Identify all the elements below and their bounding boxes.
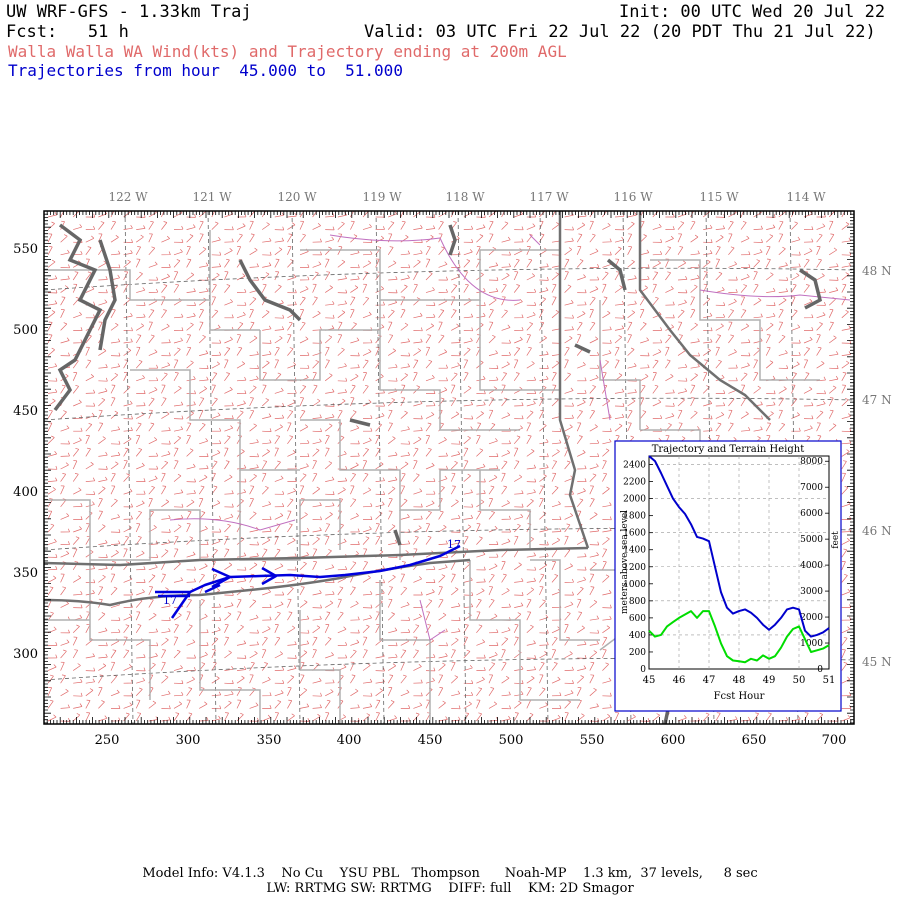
grid-y-label: 500 bbox=[13, 323, 38, 338]
inset-chart: Trajectory and Terrain Height 45 46 47 48 49… bbox=[614, 440, 842, 712]
inset-title: Trajectory and Terrain Height bbox=[652, 444, 805, 455]
inset-x-tick: 48 bbox=[733, 675, 746, 686]
inset-y-tick-feet: 2000 bbox=[800, 613, 823, 623]
inset-grid bbox=[649, 456, 829, 670]
longitude-label: 122 W bbox=[108, 190, 148, 204]
inset-y-tick-meters: 2400 bbox=[623, 461, 646, 471]
longitude-line bbox=[291, 211, 301, 724]
longitude-line bbox=[375, 211, 385, 724]
longitude-label: 114 W bbox=[786, 190, 826, 204]
grid-x-label: 550 bbox=[580, 733, 605, 748]
longitude-label: 116 W bbox=[613, 190, 653, 204]
inset-x-tick: 50 bbox=[793, 675, 806, 686]
inset-terrain-height-line bbox=[648, 610, 830, 664]
longitude-label: 121 W bbox=[192, 190, 232, 204]
longitude-line bbox=[539, 211, 549, 724]
footer-physics-info: LW: RRTMG SW: RRTMG DIFF: full KM: 2D Sm… bbox=[266, 881, 634, 896]
forecast-hour: Fcst: 51 h bbox=[6, 22, 129, 42]
model-title: UW WRF-GFS - 1.33km Traj bbox=[6, 2, 252, 22]
grid-x-label: 300 bbox=[176, 733, 201, 748]
inset-y-tick-feet: 1000 bbox=[800, 639, 823, 649]
grid-x-label: 650 bbox=[742, 733, 767, 748]
field-description: Walla Walla WA Wind(kts) and Trajectory … bbox=[8, 42, 567, 61]
inset-y-tick-meters: 2200 bbox=[623, 478, 646, 488]
inset-x-tick: 45 bbox=[643, 675, 656, 686]
trajectory-hour-label: 17 bbox=[163, 594, 177, 607]
inset-y-tick-feet: 5000 bbox=[800, 535, 823, 545]
inset-y-tick-meters: 1600 bbox=[623, 529, 646, 539]
grid-x-label: 400 bbox=[337, 733, 362, 748]
inset-y-tick-meters: 0 bbox=[640, 665, 646, 675]
grid-x-label: 500 bbox=[499, 733, 524, 748]
inset-x-tick: 49 bbox=[763, 675, 776, 686]
inset-trajectory-height-line bbox=[648, 455, 830, 638]
lake-lines bbox=[169, 234, 851, 641]
inset-y-tick-meters: 800 bbox=[629, 597, 646, 607]
latitude-label: 48 N bbox=[862, 264, 892, 278]
longitude-label: 118 W bbox=[445, 190, 485, 204]
inset-frame bbox=[614, 440, 842, 712]
grid-y-label: 300 bbox=[13, 647, 38, 662]
trajectory-range: Trajectories from hour 45.000 to 51.000 bbox=[8, 61, 403, 80]
trajectory-path bbox=[155, 544, 461, 619]
inset-y-tick-feet: 7000 bbox=[800, 483, 823, 493]
latitude-label: 46 N bbox=[862, 524, 892, 538]
inset-xlabel: Fcst Hour bbox=[714, 691, 765, 702]
latitude-line bbox=[44, 397, 854, 421]
latitude-label: 47 N bbox=[862, 393, 892, 407]
longitude-line bbox=[457, 211, 467, 724]
grid-x-label: 350 bbox=[257, 733, 282, 748]
inset-y-tick-meters: 400 bbox=[629, 631, 646, 641]
grid-y-label: 350 bbox=[13, 566, 38, 581]
inset-y-tick-meters: 200 bbox=[629, 648, 646, 658]
longitude-label: 117 W bbox=[529, 190, 569, 204]
frame-ticks bbox=[43, 210, 854, 724]
longitude-label: 115 W bbox=[699, 190, 739, 204]
inset-x-tick: 46 bbox=[673, 675, 686, 686]
footer-model-info: Model Info: V4.1.3 No Cu YSU PBL Thompso… bbox=[142, 866, 758, 881]
inset-y-tick-feet: 3000 bbox=[800, 587, 823, 597]
grid-x-label: 250 bbox=[95, 733, 120, 748]
inset-ylabel-left: meters above sea level bbox=[620, 510, 630, 614]
inset-series bbox=[648, 455, 830, 664]
longitude-label: 120 W bbox=[277, 190, 317, 204]
grid-y-label: 450 bbox=[13, 404, 38, 419]
inset-ylabel-right: feet bbox=[831, 531, 841, 549]
trajectory-hour-label: 17 bbox=[447, 538, 461, 551]
inset-y-tick-feet: 0 bbox=[817, 665, 823, 675]
grid-x-label: 700 bbox=[822, 733, 847, 748]
latitude-line bbox=[44, 267, 854, 291]
inset-y-tick-meters: 2000 bbox=[623, 495, 646, 505]
inset-y-tick-meters: 1000 bbox=[623, 580, 646, 590]
inset-y-tick-feet: 4000 bbox=[800, 561, 823, 571]
valid-time: Valid: 03 UTC Fri 22 Jul 22 (20 PDT Thu … bbox=[364, 22, 876, 42]
inset-y-tick-meters: 1200 bbox=[623, 563, 646, 573]
grid-x-label: 600 bbox=[661, 733, 686, 748]
inset-y-tick-feet: 8000 bbox=[800, 457, 823, 467]
inset-y-tick-feet: 6000 bbox=[800, 509, 823, 519]
inset-y-tick-meters: 1400 bbox=[623, 546, 646, 556]
inset-x-tick: 51 bbox=[823, 675, 836, 686]
latitude-label: 45 N bbox=[862, 655, 892, 669]
longitude-line bbox=[124, 211, 134, 724]
init-time: Init: 00 UTC Wed 20 Jul 22 bbox=[619, 2, 886, 22]
inset-y-tick-meters: 1800 bbox=[623, 512, 646, 522]
grid-y-label: 400 bbox=[13, 485, 38, 500]
grid-y-label: 550 bbox=[13, 242, 38, 257]
longitude-label: 119 W bbox=[362, 190, 402, 204]
inset-y-tick-meters: 600 bbox=[629, 614, 646, 624]
inset-tick-labels: 45 46 47 48 49 50 5102004006008001000120014001… bbox=[623, 457, 835, 686]
inset-x-tick: 47 bbox=[703, 675, 716, 686]
map-axis-labels: 122 W 121 W 120 W 119 W 118 W 117 W 116 W 115 W… bbox=[13, 190, 891, 748]
grid-x-label: 450 bbox=[418, 733, 443, 748]
